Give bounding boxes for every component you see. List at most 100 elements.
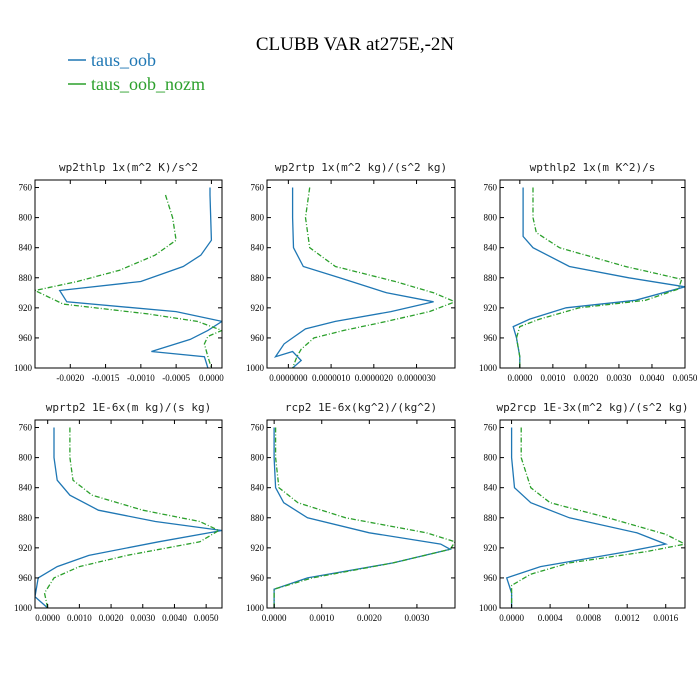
y-tick-label: 760 bbox=[251, 183, 265, 193]
series-line-taus-oob bbox=[58, 187, 222, 368]
panel-title: wp2rcp 1E-3x(m^2 kg)/(s^2 kg) bbox=[496, 401, 688, 414]
x-tick-label: 0.0000 bbox=[199, 373, 224, 383]
y-tick-label: 840 bbox=[251, 483, 265, 493]
series-line-taus-oob-nozm bbox=[291, 187, 455, 368]
x-tick-label: 0.0000 bbox=[262, 613, 287, 623]
x-tick-label: 0.0010 bbox=[540, 373, 565, 383]
x-tick-label: -0.0015 bbox=[92, 373, 120, 383]
panels: wp2thlp 1x(m^2 K)/s^2 760 800 840 880 920 960 1… bbox=[14, 161, 698, 623]
x-tick-label: 0.0020 bbox=[574, 373, 599, 383]
x-tick-label: 0.0000020 bbox=[355, 373, 394, 383]
y-tick-label: 920 bbox=[19, 303, 33, 313]
y-tick-label: 960 bbox=[251, 573, 265, 583]
y-tick-label: 840 bbox=[484, 483, 498, 493]
y-tick-label: 800 bbox=[484, 453, 498, 463]
y-tick-label: 840 bbox=[484, 243, 498, 253]
y-tick-label: 920 bbox=[484, 303, 498, 313]
y-tick-label: 880 bbox=[251, 273, 265, 283]
y-tick-label: 880 bbox=[19, 513, 33, 523]
y-tick-label: 880 bbox=[484, 513, 498, 523]
legend-label-taus-oob-nozm: taus_oob_nozm bbox=[91, 74, 205, 94]
plot-frame bbox=[34, 179, 223, 369]
x-tick-label: 0.0030 bbox=[130, 613, 155, 623]
y-tick-label: 920 bbox=[251, 543, 265, 553]
panel-title: wp2rtp 1x(m^2 kg)/(s^2 kg) bbox=[275, 161, 447, 174]
x-tick-label: 0.0020 bbox=[99, 613, 124, 623]
panel-title: wp2thlp 1x(m^2 K)/s^2 bbox=[59, 161, 198, 174]
series-line-taus-oob bbox=[505, 427, 669, 608]
y-tick-label: 880 bbox=[484, 273, 498, 283]
y-tick-label: 880 bbox=[19, 273, 33, 283]
y-tick-label: 760 bbox=[484, 423, 498, 433]
x-tick-label: 0.0000010 bbox=[312, 373, 351, 383]
y-tick-label: 800 bbox=[251, 213, 265, 223]
panel-1: wp2thlp 1x(m^2 K)/s^2 760 800 840 880 920 960 1… bbox=[14, 161, 224, 383]
y-tick-label: 920 bbox=[484, 543, 498, 553]
y-tick-label: 800 bbox=[19, 453, 33, 463]
figure-title: CLUBB VAR at275E,-2N bbox=[256, 34, 455, 55]
series-line-taus-oob-nozm bbox=[35, 194, 222, 368]
panel-title: wpthlp2 1x(m K^2)/s bbox=[530, 161, 656, 174]
y-tick-label: 1000 bbox=[479, 363, 498, 373]
series-line-taus-oob bbox=[273, 187, 434, 368]
y-tick-label: 800 bbox=[19, 213, 33, 223]
y-tick-label: 1000 bbox=[246, 603, 265, 613]
x-tick-label: 0.0000030 bbox=[397, 373, 436, 383]
panel-2: wp2rtp 1x(m^2 kg)/(s^2 kg) 760 800 840 880 92… bbox=[246, 161, 456, 383]
y-tick-label: 760 bbox=[19, 423, 33, 433]
y-tick-label: 880 bbox=[251, 513, 265, 523]
y-tick-label: 1000 bbox=[14, 603, 33, 613]
y-tick-label: 840 bbox=[19, 483, 33, 493]
panel-6: wp2rcp 1E-3x(m^2 kg)/(s^2 kg) 760 800 840 88… bbox=[479, 401, 689, 623]
y-tick-label: 920 bbox=[251, 303, 265, 313]
plot-frame bbox=[266, 179, 456, 369]
x-tick-label: -0.0010 bbox=[127, 373, 155, 383]
x-tick-label: 0.0000 bbox=[35, 613, 60, 623]
plot-frame bbox=[34, 419, 223, 609]
x-tick-label: 0.0000 bbox=[499, 613, 524, 623]
x-tick-label: 0.0040 bbox=[162, 613, 187, 623]
x-tick-label: 0.0050 bbox=[194, 613, 219, 623]
x-tick-label: 0.0050 bbox=[673, 373, 698, 383]
x-tick-label: 0.0030 bbox=[607, 373, 632, 383]
plot-frame bbox=[499, 179, 686, 369]
y-tick-label: 960 bbox=[19, 333, 33, 343]
y-tick-label: 960 bbox=[484, 333, 498, 343]
x-tick-label: 0.0000 bbox=[507, 373, 532, 383]
x-tick-label: 0.0012 bbox=[615, 613, 640, 623]
panel-title: wprtp2 1E-6x(m kg)/(s kg) bbox=[46, 401, 212, 414]
y-tick-label: 760 bbox=[484, 183, 498, 193]
series-line-taus-oob bbox=[35, 427, 222, 608]
y-tick-label: 800 bbox=[251, 453, 265, 463]
x-tick-label: 0.0010 bbox=[67, 613, 92, 623]
y-tick-label: 840 bbox=[251, 243, 265, 253]
y-tick-label: 760 bbox=[251, 423, 265, 433]
x-tick-label: 0.0010 bbox=[309, 613, 334, 623]
x-tick-label: 0.0000000 bbox=[269, 373, 308, 383]
x-tick-label: -0.0020 bbox=[56, 373, 84, 383]
y-tick-label: 840 bbox=[19, 243, 33, 253]
panel-5: rcp2 1E-6x(kg^2)/(kg^2) 760 800 840 880 920 96… bbox=[246, 401, 456, 623]
legend-label-taus-oob: taus_oob bbox=[91, 50, 156, 70]
x-tick-label: 0.0020 bbox=[357, 613, 382, 623]
y-tick-label: 800 bbox=[484, 213, 498, 223]
y-tick-label: 1000 bbox=[246, 363, 265, 373]
y-tick-label: 1000 bbox=[14, 363, 33, 373]
series-line-taus-oob-nozm bbox=[515, 187, 683, 368]
panel-4: wprtp2 1E-6x(m kg)/(s kg) 760 800 840 880 920… bbox=[14, 401, 223, 623]
y-tick-label: 760 bbox=[19, 183, 33, 193]
x-tick-label: 0.0008 bbox=[576, 613, 601, 623]
series-line-taus-oob bbox=[273, 427, 452, 608]
x-tick-label: 0.0016 bbox=[653, 613, 678, 623]
y-tick-label: 960 bbox=[251, 333, 265, 343]
plot-frame bbox=[499, 419, 686, 609]
x-tick-label: 0.0004 bbox=[538, 613, 563, 623]
series-line-taus-oob bbox=[512, 187, 685, 368]
series-line-taus-oob-nozm bbox=[510, 427, 685, 608]
series-line-taus-oob-nozm bbox=[273, 427, 455, 608]
plot-frame bbox=[266, 419, 456, 609]
panel-3: wpthlp2 1x(m K^2)/s 760 800 840 880 920 960 100… bbox=[479, 161, 698, 383]
legend: taus_oob taus_oob_nozm bbox=[68, 50, 205, 94]
x-tick-label: 0.0040 bbox=[640, 373, 665, 383]
